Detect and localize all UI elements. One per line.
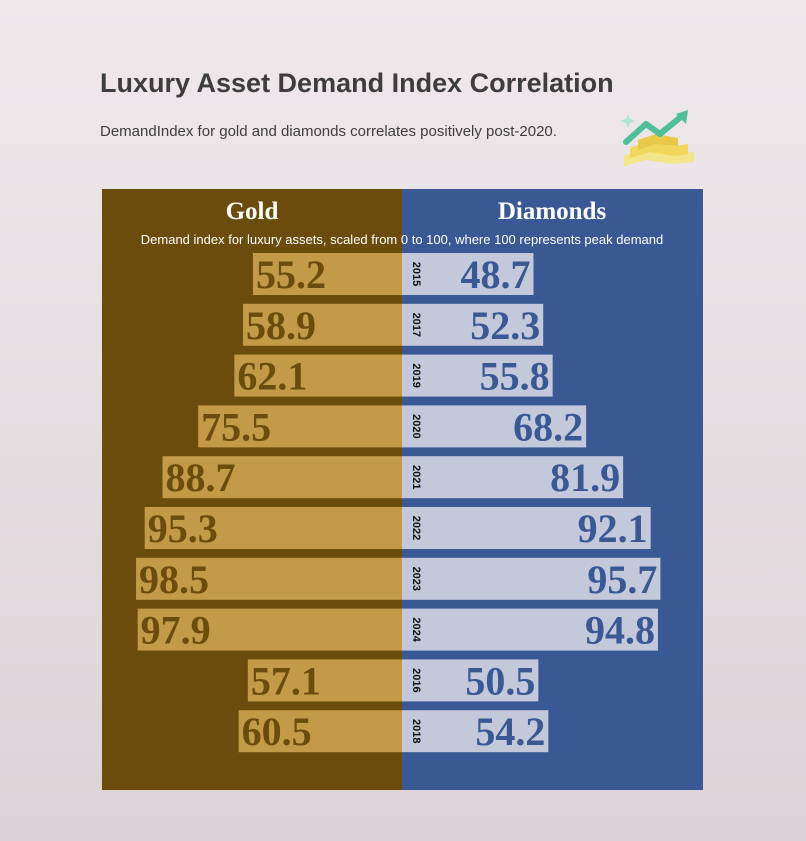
diamond-bar xyxy=(402,354,553,397)
gold-bar xyxy=(247,659,402,702)
gold-bar xyxy=(136,557,403,600)
year-label: 2016 xyxy=(410,668,422,692)
diamond-value-label: 68.2 xyxy=(513,404,583,449)
diamond-value-label: 52.3 xyxy=(470,303,540,348)
year-label: 2019 xyxy=(410,363,422,387)
gold-bar xyxy=(198,405,402,448)
diamond-bar xyxy=(402,710,549,753)
year-label: 2017 xyxy=(410,313,422,337)
diamond-series-label: Diamonds xyxy=(498,198,607,225)
year-label: 2018 xyxy=(410,719,422,743)
gold-bar xyxy=(234,354,402,397)
gold-value-label: 88.7 xyxy=(166,455,236,500)
diamond-value-label: 54.2 xyxy=(475,709,545,754)
year-label: 2015 xyxy=(410,262,422,286)
gold-value-label: 55.2 xyxy=(256,252,326,297)
chart-note: Demand index for luxury assets, scaled f… xyxy=(141,232,663,247)
gold-bar xyxy=(238,710,402,753)
diamond-value-label: 95.7 xyxy=(587,557,657,602)
gold-value-label: 60.5 xyxy=(242,709,312,754)
diamond-value-label: 81.9 xyxy=(550,455,620,500)
diamond-bar xyxy=(402,608,658,651)
year-label: 2023 xyxy=(410,567,422,591)
year-label: 2020 xyxy=(410,414,422,438)
diamond-value-label: 55.8 xyxy=(480,354,550,399)
diamond-bar xyxy=(402,507,651,549)
bar-group: 55.2 48.7 2015 58.9 52.3 2017 62.1 55.8 2019 75.5… xyxy=(136,252,661,754)
gold-value-label: 95.3 xyxy=(148,506,218,551)
gold-value-label: 97.9 xyxy=(141,608,211,653)
year-label: 2021 xyxy=(410,465,422,489)
gold-bar xyxy=(137,608,403,651)
gold-bar xyxy=(144,507,402,549)
year-label: 2022 xyxy=(410,516,422,540)
diamond-bar xyxy=(402,659,539,702)
year-label: 2024 xyxy=(410,617,422,642)
gold-value-label: 62.1 xyxy=(237,354,307,399)
diamond-bar xyxy=(402,456,624,499)
page-title: Luxury Asset Demand Index Correlation xyxy=(100,68,614,98)
diamond-value-label: 94.8 xyxy=(585,608,655,653)
page-subtitle: DemandIndex for gold and diamonds correl… xyxy=(100,123,557,140)
diamond-bar xyxy=(402,303,544,346)
gold-value-label: 75.5 xyxy=(201,404,271,449)
gold-value-label: 57.1 xyxy=(251,658,321,703)
diamond-bar xyxy=(402,405,587,448)
diamond-value-label: 92.1 xyxy=(578,506,648,551)
gold-series-label: Gold xyxy=(226,198,279,225)
diamond-value-label: 50.5 xyxy=(465,658,535,703)
gold-value-label: 58.9 xyxy=(246,303,316,348)
gold-value-label: 98.5 xyxy=(139,557,209,602)
trending-up-gold-bars-icon xyxy=(621,110,694,166)
gold-bar xyxy=(252,253,402,295)
gold-bar xyxy=(162,456,402,499)
diamond-bar xyxy=(402,557,661,600)
diamond-bar xyxy=(402,253,534,295)
gold-bar xyxy=(242,303,402,346)
diamond-value-label: 48.7 xyxy=(460,252,530,297)
